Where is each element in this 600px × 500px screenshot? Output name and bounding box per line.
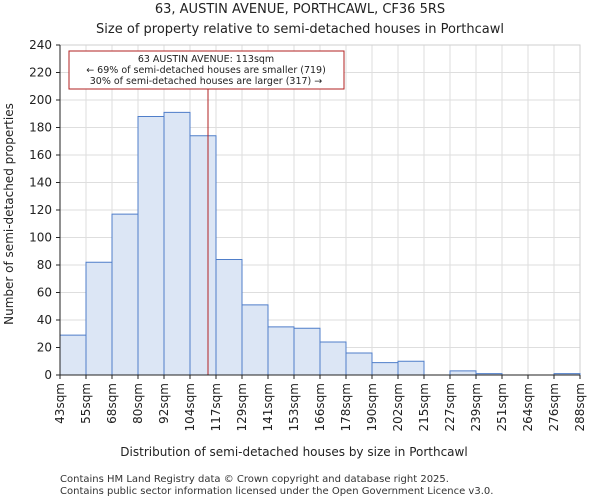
- x-tick-label-104sqm: 104sqm: [183, 383, 197, 431]
- bar-141sqm: [267, 326, 295, 376]
- bars: [59, 111, 581, 376]
- bar-43sqm: [59, 334, 87, 376]
- y-tick-label-140: 140: [29, 176, 52, 190]
- x-tick-label-239sqm: 239sqm: [469, 383, 483, 431]
- bar-80sqm: [137, 116, 165, 376]
- x-tick-label-288sqm: 288sqm: [573, 383, 587, 431]
- bar-227sqm: [449, 370, 477, 376]
- y-tick-label-80: 80: [37, 258, 52, 272]
- x-tick-label-43sqm: 43sqm: [53, 383, 67, 424]
- y-tick-label-20: 20: [37, 341, 52, 355]
- x-tick-label-178sqm: 178sqm: [339, 383, 353, 431]
- x-tick-label-190sqm: 190sqm: [365, 383, 379, 431]
- annotation-frame: [68, 50, 345, 90]
- annotation-line-3: 30% of semi-detached houses are larger (…: [90, 76, 323, 87]
- bar-202sqm: [397, 360, 425, 376]
- x-tick-label-68sqm: 68sqm: [105, 383, 119, 424]
- x-tick-label-153sqm: 153sqm: [287, 383, 301, 431]
- bar-190sqm: [371, 362, 399, 376]
- y-axis-title: Number of semi-detached properties: [2, 103, 16, 325]
- footer-line-1: Contains HM Land Registry data © Crown c…: [60, 474, 449, 485]
- x-tick-labels: 43sqm 55sqm 68sqm 80sqm 92sqm 104sqm 117sqm 129…: [53, 375, 587, 431]
- annotation-box: 63 AUSTIN AVENUE: 113sqm ← 69% of semi-d…: [68, 50, 345, 90]
- x-tick-label-264sqm: 264sqm: [521, 383, 535, 431]
- x-tick-label-202sqm: 202sqm: [391, 383, 405, 431]
- y-tick-label-40: 40: [37, 313, 52, 327]
- annotation-line-2: ← 69% of semi-detached houses are smalle…: [86, 65, 326, 76]
- y-tick-label-0: 0: [44, 368, 52, 382]
- x-tick-label-141sqm: 141sqm: [261, 383, 275, 431]
- x-tick-label-80sqm: 80sqm: [131, 383, 145, 424]
- y-tick-label-180: 180: [29, 121, 52, 135]
- x-tick-label-129sqm: 129sqm: [235, 383, 249, 431]
- annotation-line-1: 63 AUSTIN AVENUE: 113sqm: [138, 54, 274, 65]
- y-tick-label-100: 100: [29, 231, 52, 245]
- bar-92sqm: [163, 111, 191, 376]
- footer-line-2: Contains public sector information licen…: [60, 486, 493, 497]
- bar-104sqm: [189, 135, 217, 376]
- y-tick-label-220: 220: [29, 66, 52, 80]
- y-tick-label-200: 200: [29, 93, 52, 107]
- x-tick-label-92sqm: 92sqm: [157, 383, 171, 424]
- x-axis-title: Distribution of semi-detached houses by …: [120, 445, 467, 459]
- x-tick-label-276sqm: 276sqm: [547, 383, 561, 431]
- y-tick-label-160: 160: [29, 148, 52, 162]
- x-tick-label-227sqm: 227sqm: [443, 383, 457, 431]
- y-tick-label-60: 60: [37, 286, 52, 300]
- bar-153sqm: [293, 327, 321, 376]
- bar-55sqm: [85, 261, 113, 376]
- y-tick-label-120: 120: [29, 203, 52, 217]
- x-tick-label-55sqm: 55sqm: [79, 383, 93, 424]
- x-tick-label-251sqm: 251sqm: [495, 383, 509, 431]
- bar-178sqm: [345, 352, 373, 376]
- x-tick-label-117sqm: 117sqm: [209, 383, 223, 431]
- bar-166sqm: [319, 341, 347, 376]
- chart-title: 63, AUSTIN AVENUE, PORTHCAWL, CF36 5RS: [155, 2, 445, 17]
- bar-68sqm: [111, 213, 139, 376]
- bar-117sqm: [215, 259, 243, 376]
- x-tick-label-215sqm: 215sqm: [417, 383, 431, 431]
- x-tick-label-166sqm: 166sqm: [313, 383, 327, 431]
- y-tick-label-240: 240: [29, 38, 52, 52]
- y-tick-labels: 0 20 40 60 80 100 120 140 160 180 200 220 240: [29, 38, 60, 382]
- chart-subtitle: Size of property relative to semi-detach…: [96, 22, 504, 37]
- bar-129sqm: [241, 304, 269, 376]
